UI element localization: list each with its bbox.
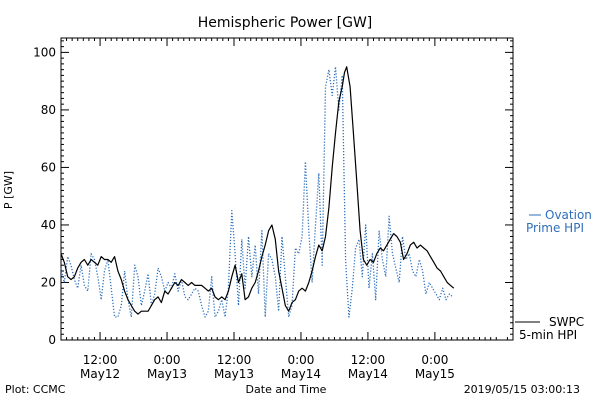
legend-ovation-label-line1: Ovation (545, 208, 592, 222)
x-tick-date-label: May14 (281, 367, 321, 381)
y-tick-label: 20 (41, 275, 56, 289)
x-tick-date-label: May13 (147, 367, 187, 381)
plot-area-frame (60, 37, 514, 341)
x-tick-date-label: May13 (214, 367, 254, 381)
y-tick-label: 80 (41, 103, 56, 117)
x-tick-time-label: 0:00 (287, 353, 314, 367)
x-axis-ticks: 12:00May120:00May1312:00May130:00May1412… (60, 38, 514, 381)
series-line-swpc-5min-hpi (60, 66, 455, 315)
series-layer (60, 66, 455, 318)
series-line-ovation-prime-hpi (60, 66, 454, 318)
x-tick-date-label: May12 (80, 367, 120, 381)
x-tick-time-label: 0:00 (421, 353, 448, 367)
x-axis-label: Date and Time (246, 383, 327, 396)
plot-timestamp: 2019/05/15 03:00:13 (464, 383, 580, 396)
chart-title: Hemispheric Power [GW] (198, 15, 373, 31)
y-axis-label: P [GW] (2, 171, 15, 209)
x-tick-date-label: May15 (415, 367, 455, 381)
plot-credit: Plot: CCMC (5, 383, 66, 396)
legend: Ovation Prime HPI SWPC 5-min HPI (515, 208, 592, 342)
y-tick-label: 100 (33, 45, 56, 59)
x-tick-date-label: May14 (348, 367, 388, 381)
y-axis-ticks: 0 20 40 60 80 100 (33, 40, 513, 347)
x-tick-time-label: 0:00 (154, 353, 181, 367)
x-tick-time-label: 12:00 (83, 353, 118, 367)
y-tick-label: 40 (41, 218, 56, 232)
legend-swpc-label-line2: 5-min HPI (519, 328, 577, 342)
y-tick-label: 0 (48, 333, 56, 347)
legend-ovation-label-line2: Prime HPI (526, 221, 584, 235)
x-tick-time-label: 12:00 (351, 353, 386, 367)
x-tick-time-label: 12:00 (217, 353, 252, 367)
legend-swpc-label-line1: SWPC (549, 315, 584, 329)
y-tick-label: 60 (41, 160, 56, 174)
